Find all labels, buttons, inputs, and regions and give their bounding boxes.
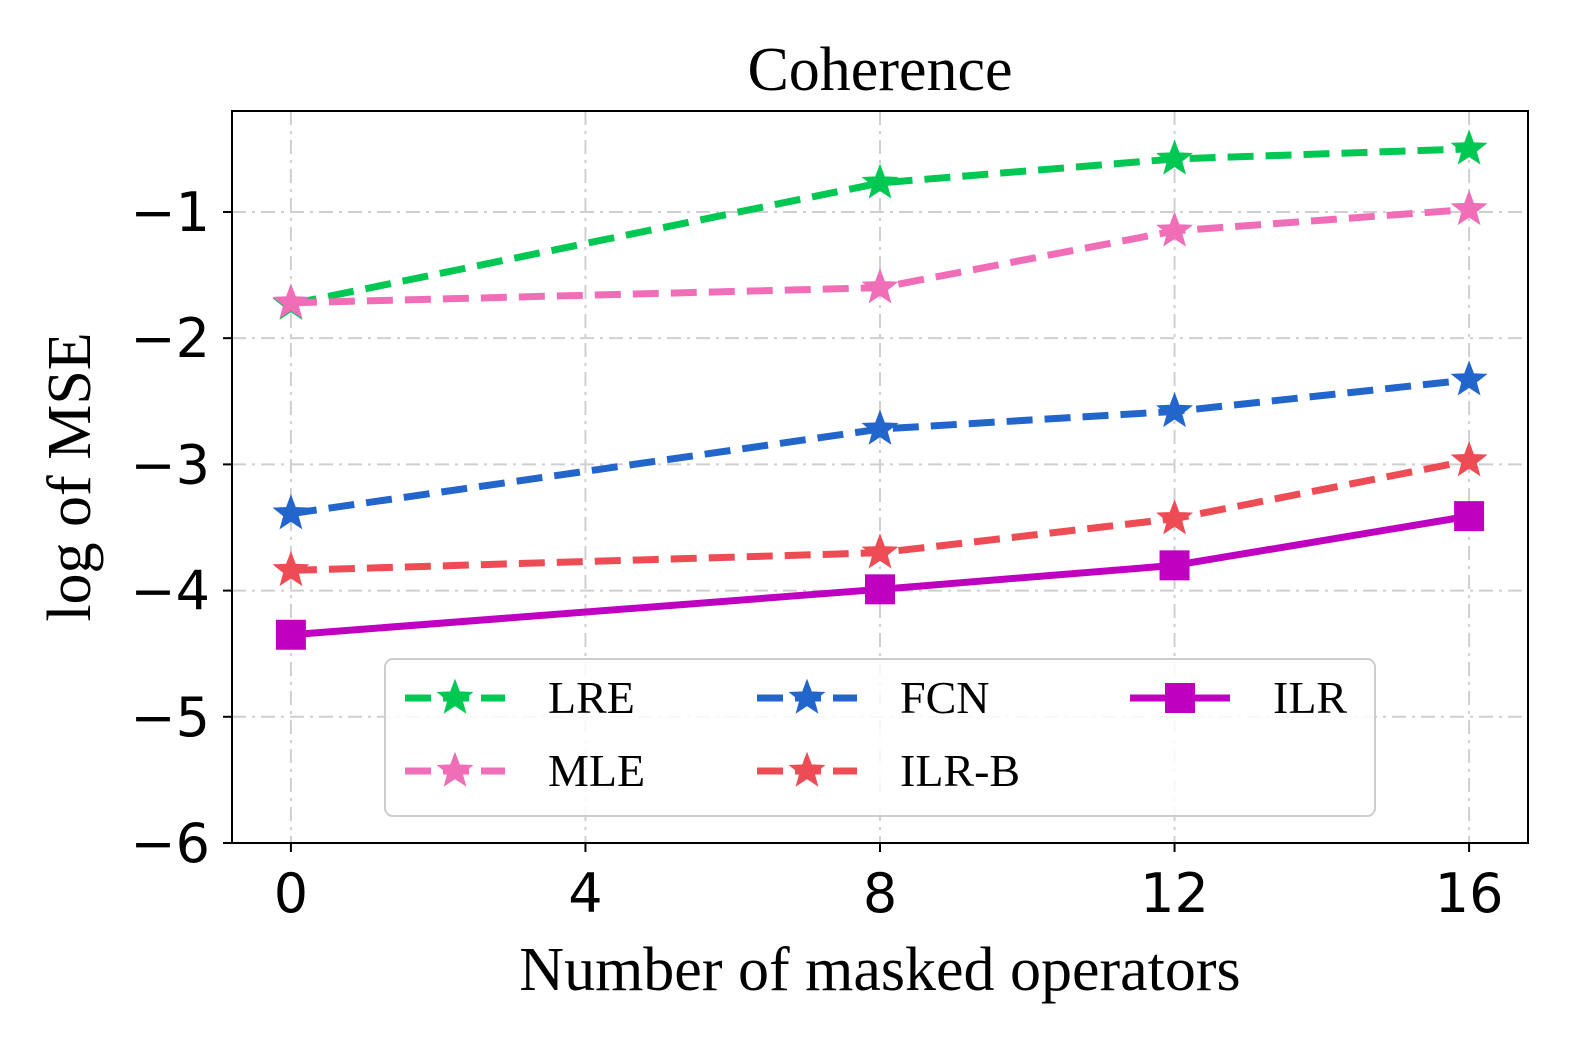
legend-marker — [436, 678, 474, 714]
legend-entry-mle: MLE — [405, 745, 645, 796]
data-point — [1159, 550, 1190, 581]
data-point — [861, 268, 899, 304]
series-layer — [272, 129, 1488, 650]
chart-title: Coherence — [747, 36, 1012, 104]
data-point — [1156, 499, 1194, 535]
data-point — [1450, 190, 1488, 226]
data-point — [272, 550, 310, 587]
legend-marker — [1165, 683, 1195, 713]
series-line-ilr-b — [290, 457, 1470, 574]
x-tick-label: 0 — [274, 862, 308, 925]
legend-label: ILR — [1273, 672, 1347, 723]
y-tick-label: −2 — [130, 307, 210, 370]
x-tick-label: 8 — [863, 862, 897, 925]
data-point — [1450, 129, 1488, 165]
y-tick-label: −6 — [130, 812, 210, 875]
data-point — [1156, 211, 1194, 247]
x-axis-label: Number of masked operators — [519, 936, 1240, 1004]
y-tick-label: −1 — [130, 181, 210, 244]
series-mle — [272, 190, 1488, 319]
legend-label: LRE — [548, 672, 635, 723]
data-point — [861, 533, 899, 569]
legend-entry-ilr: ILR — [1130, 672, 1347, 723]
data-point — [1454, 501, 1485, 532]
data-point — [272, 494, 310, 530]
legend-label: ILR-B — [900, 745, 1020, 796]
legend-marker — [788, 678, 826, 714]
legend-entry-lre: LRE — [405, 672, 635, 723]
y-tick-label: −4 — [130, 560, 210, 623]
series-line-lre — [290, 145, 1470, 308]
data-point — [1156, 391, 1194, 428]
data-point — [865, 574, 895, 605]
x-tick-label: 16 — [1435, 862, 1504, 925]
axis-ticks: 0 4 8 12 16 −6 −5 −4 −3 −2 −1 — [130, 181, 1503, 925]
series-line-mle — [290, 205, 1470, 307]
legend-box — [384, 658, 1376, 817]
y-tick-label: −3 — [130, 433, 210, 496]
legend-label: MLE — [548, 745, 645, 796]
data-point — [1450, 441, 1488, 477]
legend-entry-ilr-b: ILR-B — [757, 745, 1020, 796]
legend-marker — [436, 751, 474, 787]
legend-marker — [788, 751, 826, 787]
y-tick-label: −5 — [130, 686, 210, 749]
x-tick-label: 4 — [568, 862, 602, 925]
data-point — [272, 283, 310, 319]
x-tick-label: 12 — [1140, 862, 1209, 925]
legend: LRE FCN ILR MLE ILR-B — [384, 658, 1376, 817]
data-point — [1450, 360, 1488, 396]
series-ilr — [275, 501, 1485, 650]
series-fcn — [272, 360, 1488, 530]
series-ilr-b — [272, 441, 1488, 587]
legend-label: FCN — [900, 672, 989, 723]
y-axis-label: log of MSE — [36, 332, 104, 621]
data-point — [861, 163, 899, 199]
series-line-ilr — [290, 512, 1470, 639]
data-point — [861, 409, 899, 445]
legend-entry-fcn: FCN — [757, 672, 989, 723]
data-point — [1156, 139, 1194, 175]
data-point — [275, 619, 306, 650]
series-line-fcn — [290, 376, 1470, 518]
